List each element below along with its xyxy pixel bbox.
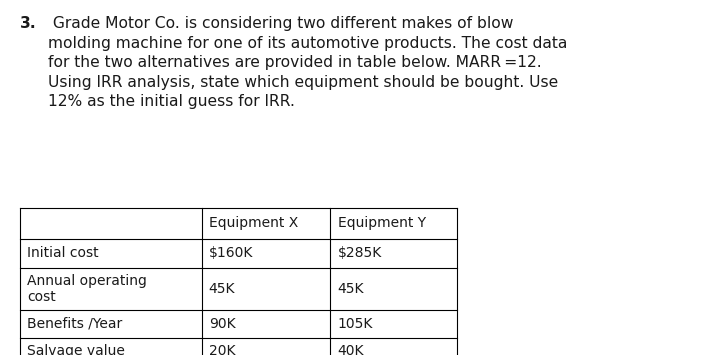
Text: Equipment X: Equipment X <box>209 216 298 230</box>
Text: 40K: 40K <box>338 344 364 355</box>
Text: Grade Motor Co. is considering two different makes of blow
molding machine for o: Grade Motor Co. is considering two diffe… <box>48 16 567 109</box>
Text: 105K: 105K <box>338 317 373 331</box>
Text: $285K: $285K <box>338 246 382 261</box>
Text: Initial cost: Initial cost <box>27 246 99 261</box>
Text: Annual operating
cost: Annual operating cost <box>27 274 147 304</box>
Text: 90K: 90K <box>209 317 235 331</box>
Text: 3.: 3. <box>20 16 37 31</box>
Text: 45K: 45K <box>209 282 235 296</box>
Text: 45K: 45K <box>338 282 364 296</box>
Text: Salvage value: Salvage value <box>27 344 125 355</box>
Text: $160K: $160K <box>209 246 253 261</box>
Text: Equipment Y: Equipment Y <box>338 216 426 230</box>
Text: 20K: 20K <box>209 344 235 355</box>
Text: Benefits /Year: Benefits /Year <box>27 317 122 331</box>
